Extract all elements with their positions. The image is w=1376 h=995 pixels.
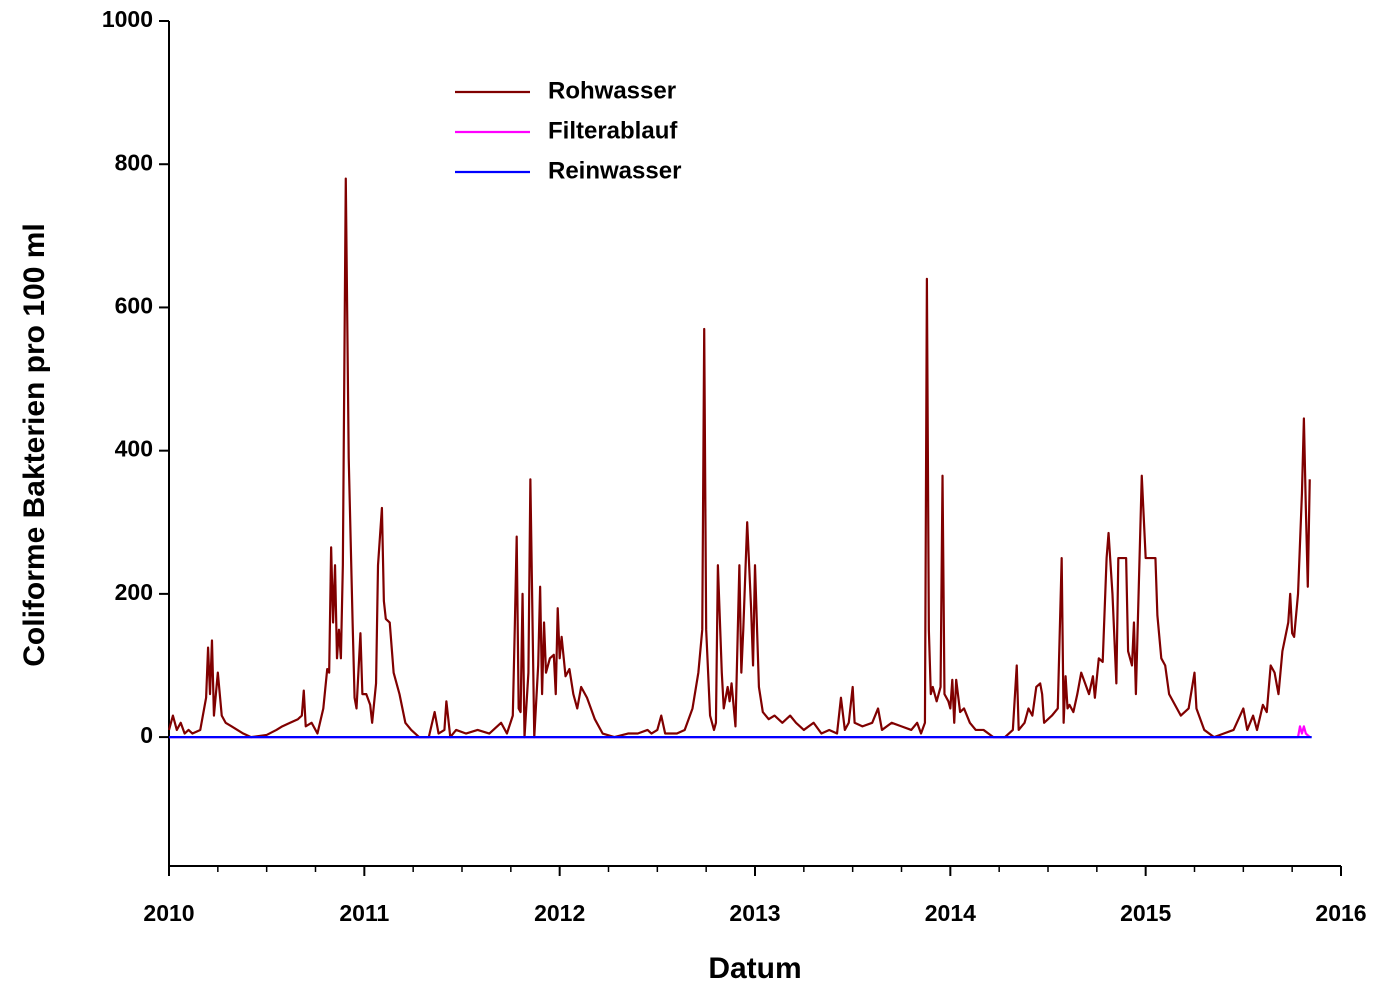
y-axis-title: Coliforme Bakterien pro 100 ml — [18, 223, 51, 666]
x-tick-label: 2012 — [534, 900, 585, 926]
y-tick-label: 0 — [140, 722, 153, 748]
y-tick-label: 1000 — [102, 6, 153, 32]
x-tick-label: 2013 — [729, 900, 780, 926]
x-tick-label: 2011 — [339, 900, 389, 926]
x-tick-label: 2015 — [1120, 900, 1171, 926]
x-tick-label: 2014 — [925, 900, 976, 926]
legend-label: Filterablauf — [548, 117, 678, 144]
legend-label: Rohwasser — [548, 77, 676, 104]
data-line — [169, 725, 1311, 739]
y-tick-label: 400 — [115, 436, 153, 462]
x-axis-title: Datum — [708, 952, 801, 985]
y-tick-label: 800 — [115, 149, 153, 175]
y-tick-label: 200 — [115, 579, 153, 605]
x-tick-label: 2010 — [143, 900, 194, 926]
legend-label: Reinwasser — [548, 157, 681, 184]
data-line — [167, 177, 1311, 739]
x-tick-label: 2016 — [1315, 900, 1366, 926]
y-tick-label: 600 — [115, 293, 153, 319]
